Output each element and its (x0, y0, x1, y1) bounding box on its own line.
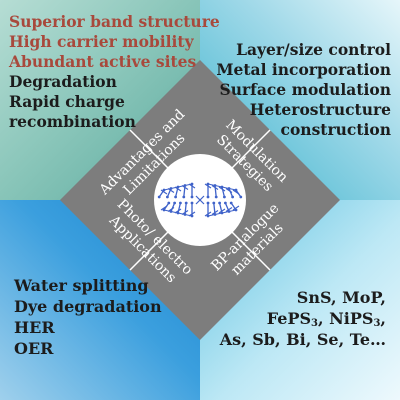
advantage-item: Abundant active sites (9, 52, 197, 71)
material-line: SnS, MoP, (296, 288, 386, 307)
application-item: Water splitting (14, 276, 149, 295)
strategy-item: Metal incorporation (216, 60, 391, 79)
modulation-strategies-list: Layer/size control Metal incorporation S… (216, 40, 391, 140)
application-item: OER (14, 339, 54, 358)
strategy-item: Layer/size control (236, 40, 391, 59)
molecule-atom (190, 201, 194, 205)
strategy-item: Heterostructure (249, 100, 391, 119)
molecule-atom (174, 195, 178, 199)
molecule-bond (211, 185, 219, 190)
material-line: As, Sb, Bi, Se, Te… (219, 330, 386, 349)
molecule-atom (224, 201, 227, 205)
molecule-atom (157, 195, 161, 199)
molecule-atom (234, 208, 238, 212)
molecule-atom (214, 195, 218, 199)
molecule-atom (223, 195, 226, 199)
molecule-bond (225, 188, 233, 193)
molecule-atom (167, 201, 171, 205)
molecule-bond (211, 210, 219, 215)
molecule-atom (206, 195, 210, 199)
molecule-atom (239, 195, 243, 199)
molecule-bond (204, 211, 212, 217)
limitation-item: Rapid charge (9, 92, 125, 111)
phosphorene-structure-icon (157, 182, 243, 218)
molecule-atom (162, 188, 166, 192)
material-separator: , (380, 309, 386, 328)
molecule-atom (229, 201, 233, 205)
molecule-bond (232, 205, 240, 211)
molecule-atom (190, 195, 194, 199)
advantages-limitations-list: Superior band structure High carrier mob… (9, 12, 220, 132)
bp-analogue-materials-list: SnS, MoP, FePS3, NiPS3, As, Sb, Bi, Se, … (220, 287, 386, 350)
application-item: HER (14, 318, 55, 337)
molecule-bond (232, 189, 240, 195)
molecule-bond (204, 183, 212, 189)
molecule-atom (184, 201, 188, 205)
molecule-bond (225, 207, 233, 212)
molecule-atom (218, 201, 222, 205)
applications-list: Water splitting Dye degradation HER OER (14, 275, 162, 359)
material-fepsx: FePS (266, 309, 312, 328)
molecule-bond (218, 208, 226, 214)
molecule-atom (162, 208, 166, 212)
molecule-atom (231, 195, 235, 199)
molecule-bond (195, 195, 205, 205)
material-nips: , NiPS (318, 309, 374, 328)
subscript: 3 (311, 318, 319, 329)
strategy-item: construction (280, 120, 391, 139)
molecule-bond (160, 205, 168, 211)
molecule-atom (212, 201, 216, 205)
material-line: FePS3, NiPS3, (220, 308, 386, 329)
molecule-bond (160, 189, 168, 195)
molecule-bond (218, 186, 226, 192)
application-item: Dye degradation (14, 297, 162, 316)
advantage-item: High carrier mobility (9, 32, 194, 51)
advantage-item: Superior band structure (9, 12, 220, 31)
strategy-item: Surface modulation (219, 80, 391, 99)
subscript: 3 (373, 318, 381, 329)
molecule-bond (228, 188, 234, 198)
molecule-atom (166, 195, 169, 199)
molecule-atom (234, 188, 238, 192)
molecule-atom (206, 201, 210, 205)
molecule-bond (170, 202, 176, 212)
molecule-atom (182, 195, 186, 199)
molecule-atom (179, 201, 182, 205)
molecule-atom (173, 201, 177, 205)
limitation-item: Degradation (9, 72, 117, 91)
limitation-item: recombination (9, 112, 136, 131)
